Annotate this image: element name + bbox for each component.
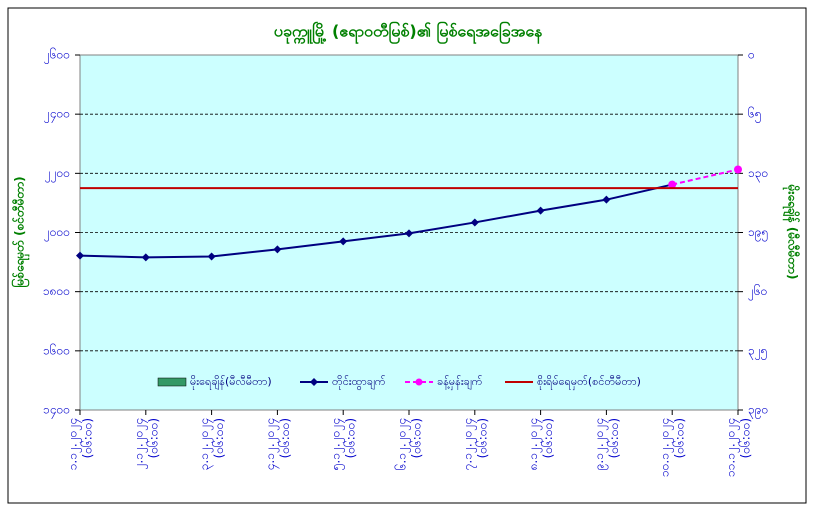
point — [602, 195, 611, 204]
point — [207, 252, 216, 261]
x-tick-label: ၁.၁၂.၂၀၂၄(၀၆:၀၀) — [65, 418, 94, 470]
x-tick-label: ၁၁.၁၂.၂၀၂၄(၀၆:၀၀) — [723, 418, 752, 477]
series-line — [671, 168, 739, 186]
x-tick-label: ၅.၁၂.၂၀၂၄(၀၆:၀၀) — [328, 418, 357, 470]
y2-tick-label: ၁၃၀ — [748, 166, 768, 183]
point — [405, 229, 413, 238]
y-tick-label: ၂၀၀၀ — [44, 225, 70, 242]
y2-tick-label: ၃၂၅ — [748, 343, 767, 360]
legend-swatch — [157, 377, 187, 387]
legend-label: တိုင်းထွာချက် — [332, 375, 386, 390]
y2-tick-label: ၂၆၀ — [748, 283, 767, 301]
point — [141, 253, 150, 262]
y-axis-label: မြစ်ရေမှတ် (စင်တီမီတာ) — [10, 176, 31, 287]
y-tick-label: ၂၆၀၀ — [44, 47, 70, 65]
y2-tick-label: ၁၉၅ — [748, 225, 768, 242]
y2-tick-label: ၆၅ — [748, 106, 762, 124]
point — [273, 245, 282, 254]
x-tick-label: ၇.၁၂.၂၀၂၄(၀၆:၀၀) — [460, 418, 489, 470]
point — [76, 251, 84, 260]
y-tick-label: ၂၄၀၀ — [44, 107, 70, 124]
y2-axis-label: မိုးရေချိန် (မီလီမီတာ) — [782, 184, 802, 280]
x-tick-label: ၆.၁၂.၂၀၂၄(၀၆:၀၀) — [393, 418, 423, 470]
x-tick-label: ၃.၁၂.၂၀၂၄(၀၆:၀၀) — [197, 418, 226, 470]
point — [339, 237, 348, 246]
series-line — [79, 183, 673, 259]
point — [668, 180, 677, 189]
x-tick-label: ၉.၁၂.၂၀၂၄(၀၆:၀၀) — [591, 418, 620, 470]
legend-marker — [415, 378, 423, 386]
point — [470, 218, 479, 227]
x-tick-label: ၂.၁၂.၂၀၂၄(၀၆:၀၀) — [131, 418, 160, 469]
point — [536, 206, 545, 215]
legend-label: စိုးရိမ်ရေမှတ်(စင်တီမီတာ) — [537, 375, 641, 390]
y2-tick-label: ၀ — [748, 48, 755, 62]
x-tick-label: ၄.၁၂.၂၀၂၄(၀၆:၀၀) — [262, 418, 291, 470]
y-tick-label: ၂၂၀၀ — [45, 166, 70, 183]
legend-label: မိုးရေချိန်(မီလီမီတာ) — [190, 375, 272, 390]
x-tick-label: ၈.၁၂.၂၀၂၄(၀၆:၀၀) — [526, 418, 555, 470]
y-tick-label: ၁၄၀၀ — [43, 403, 70, 420]
point — [734, 165, 742, 174]
legend-marker — [310, 378, 318, 386]
x-tick-label: ၁၀.၁၂.၂၀၂၄(၀၆:၀၀) — [657, 418, 686, 477]
legend-label: ခန့်မှန်းချက် — [437, 375, 483, 390]
y-tick-label: ၁၆၀၀ — [43, 342, 70, 357]
y2-tick-label: ၃၉၀ — [748, 403, 768, 420]
y-tick-label: ၁၈၀၀ — [43, 284, 70, 298]
